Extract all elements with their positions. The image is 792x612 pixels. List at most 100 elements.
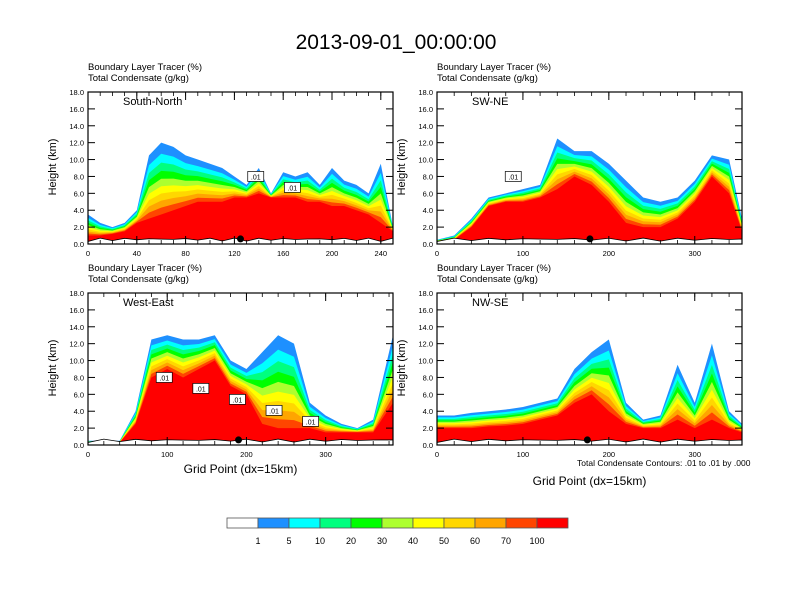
colorbar-label: 5 xyxy=(286,536,291,546)
x-tick-label: 0 xyxy=(86,249,90,258)
location-marker xyxy=(586,235,594,243)
tracer-band-10 xyxy=(88,193,393,244)
contour-label-box xyxy=(302,416,319,427)
y-tick-label: 14.0 xyxy=(69,323,84,332)
panel-label: NW-SE xyxy=(472,297,508,309)
tracer-band-10 xyxy=(437,176,742,244)
contour-label-box xyxy=(155,372,173,383)
y-tick-label: 14.0 xyxy=(418,122,433,131)
y-tick-label: 2.0 xyxy=(423,424,433,433)
colorbar-swatch xyxy=(319,517,352,529)
y-tick-label: 6.0 xyxy=(74,390,84,399)
x-tick-label: 100 xyxy=(517,249,530,258)
contour-label: .01 xyxy=(306,419,316,426)
y-tick-label: 4.0 xyxy=(74,206,84,215)
panel-header: Boundary Layer Tracer (%) Total Condensat… xyxy=(88,62,202,84)
x-tick-label: 300 xyxy=(319,450,332,459)
colorbar-swatch xyxy=(536,517,569,529)
location-marker xyxy=(583,436,591,444)
y-tick-label: 14.0 xyxy=(69,122,84,131)
colorbar-label: 70 xyxy=(501,536,511,546)
header-tracer-label: Boundary Layer Tracer (%) xyxy=(437,263,552,274)
contour-label: .01 xyxy=(287,185,297,192)
tracer-band-10 xyxy=(437,394,742,445)
colorbar-swatch xyxy=(443,517,476,529)
y-tick-label: 6.0 xyxy=(423,390,433,399)
contour-label: .01 xyxy=(159,375,169,382)
plot-area: .01 .01 xyxy=(88,142,393,244)
panel-header: Boundary Layer Tracer (%) Total Condensat… xyxy=(437,62,551,84)
header-tracer-label: Boundary Layer Tracer (%) xyxy=(437,62,552,73)
x-tick-label: 40 xyxy=(133,249,141,258)
contour-label-box xyxy=(284,182,301,193)
header-tracer-label: Boundary Layer Tracer (%) xyxy=(88,62,203,73)
y-tick-label: 8.0 xyxy=(74,172,84,181)
y-tick-label: 12.0 xyxy=(418,340,433,349)
location-marker xyxy=(235,436,243,444)
y-tick-label: 6.0 xyxy=(74,189,84,198)
panel-label: West-East xyxy=(123,297,174,309)
contour-label: .01 xyxy=(196,386,206,393)
x-tick-label: 240 xyxy=(375,249,388,258)
y-tick-label: 0.0 xyxy=(74,240,84,249)
contour-label: .01 xyxy=(269,408,279,415)
colorbar-label: 60 xyxy=(470,536,480,546)
location-marker xyxy=(237,235,244,243)
y-tick-label: 18.0 xyxy=(418,88,433,97)
plot-frame xyxy=(87,292,394,446)
y-tick-label: 8.0 xyxy=(423,373,433,382)
y-tick-label: 2.0 xyxy=(423,223,433,232)
contour-label: .01 xyxy=(508,174,518,181)
plot-frame xyxy=(436,292,743,446)
panel-label: South-North xyxy=(123,96,182,108)
colorbar: 1 5 10 20 30 40 50 60 70 100 xyxy=(226,517,571,552)
header-tracer-label: Boundary Layer Tracer (%) xyxy=(88,263,203,274)
header-condensate-label: Total Condensate (g/kg) xyxy=(437,274,538,285)
main-title: 2013-09-01_00:00:00 xyxy=(295,31,497,54)
y-tick-label: 16.0 xyxy=(418,306,433,315)
y-tick-label: 6.0 xyxy=(423,189,433,198)
plot-frame xyxy=(436,91,743,245)
plot-area: .01 xyxy=(437,138,742,244)
y-tick-label: 0.0 xyxy=(423,441,433,450)
contour-label-box xyxy=(247,171,265,182)
colorbar-swatch xyxy=(474,517,507,529)
panel-sw-ne: .01 SW-NE 0.0 2.0 4.0 6.0 8.0 10.0 12.0 14.0 16.0 1… xyxy=(418,88,743,258)
x-tick-label: 0 xyxy=(435,249,439,258)
x-tick-label: 200 xyxy=(603,450,616,459)
y-tick-label: 4.0 xyxy=(423,407,433,416)
y-tick-label: 16.0 xyxy=(69,306,84,315)
x-tick-label: 0 xyxy=(86,450,90,459)
x-tick-label: 120 xyxy=(228,249,241,258)
y-tick-label: 8.0 xyxy=(423,172,433,181)
y-tick-label: 10.0 xyxy=(69,156,84,165)
colorbar-svg: 1 5 10 20 30 40 50 60 70 100 xyxy=(226,517,569,546)
colorbar-label: 20 xyxy=(346,536,356,546)
x-tick-label: 160 xyxy=(277,249,290,258)
y-tick-label: 12.0 xyxy=(418,139,433,148)
contour-label-box xyxy=(192,383,210,394)
y-tick-label: 16.0 xyxy=(418,105,433,114)
y-tick-label: 8.0 xyxy=(74,373,84,382)
header-condensate-label: Total Condensate (g/kg) xyxy=(88,274,189,285)
panel-label: SW-NE xyxy=(472,96,508,108)
contour-note: Total Condensate Contours: .01 to .01 by… xyxy=(577,458,751,468)
colorbar-label: 100 xyxy=(529,536,544,546)
colorbar-swatch xyxy=(226,517,259,529)
y-tick-label: 4.0 xyxy=(74,407,84,416)
header-condensate-label: Total Condensate (g/kg) xyxy=(437,73,538,84)
colorbar-label: 40 xyxy=(408,536,418,546)
y-tick-label: 18.0 xyxy=(69,88,84,97)
x-tick-label: 200 xyxy=(603,249,616,258)
colorbar-label: 50 xyxy=(439,536,449,546)
contour-label-box xyxy=(229,394,246,405)
y-tick-label: 4.0 xyxy=(423,206,433,215)
x-tick-label: 0 xyxy=(435,450,439,459)
x-tick-label: 100 xyxy=(161,450,174,459)
contour-label: .01 xyxy=(251,174,261,181)
colorbar-swatch xyxy=(412,517,445,529)
contour-label-box xyxy=(504,171,522,182)
colorbar-swatch xyxy=(288,517,321,529)
x-tick-label: 80 xyxy=(181,249,189,258)
x-tick-label: 300 xyxy=(688,249,701,258)
